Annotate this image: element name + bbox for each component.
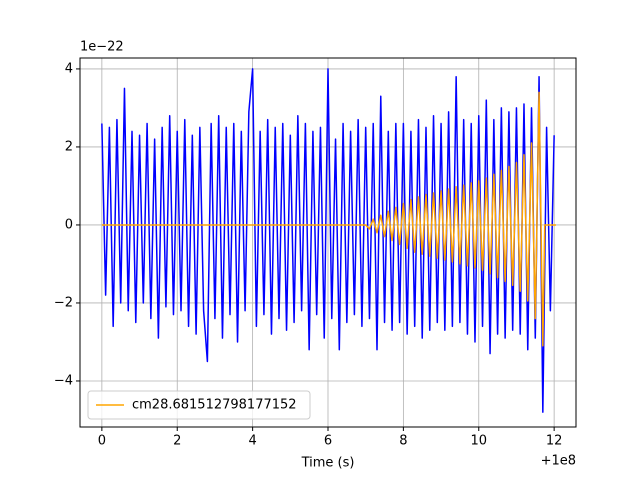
x-tick-label: 6 — [324, 434, 332, 449]
y-tick-label: −4 — [54, 373, 73, 388]
y-tick-label: −2 — [54, 295, 73, 310]
legend-box — [87, 390, 311, 420]
y-offset-text: 1e−22 — [80, 40, 124, 55]
plot-frame — [79, 57, 577, 428]
x-tick-label: 10 — [470, 434, 487, 449]
y-tick-label: 0 — [65, 217, 73, 232]
y-tick-label: 2 — [65, 139, 73, 154]
x-tick-label: 8 — [399, 434, 407, 449]
x-tick-label: 4 — [248, 434, 256, 449]
x-tick-label: 0 — [98, 434, 106, 449]
legend-label: cm28.681512798177152 — [132, 398, 297, 413]
x-tick-label: 12 — [546, 434, 563, 449]
x-axis-label: Time (s) — [301, 456, 355, 471]
x-tick-label: 2 — [173, 434, 181, 449]
series-line — [101, 91, 557, 347]
x-offset-text: +1e8 — [541, 454, 576, 469]
y-tick-label: 4 — [65, 61, 73, 76]
series-line — [101, 68, 555, 413]
